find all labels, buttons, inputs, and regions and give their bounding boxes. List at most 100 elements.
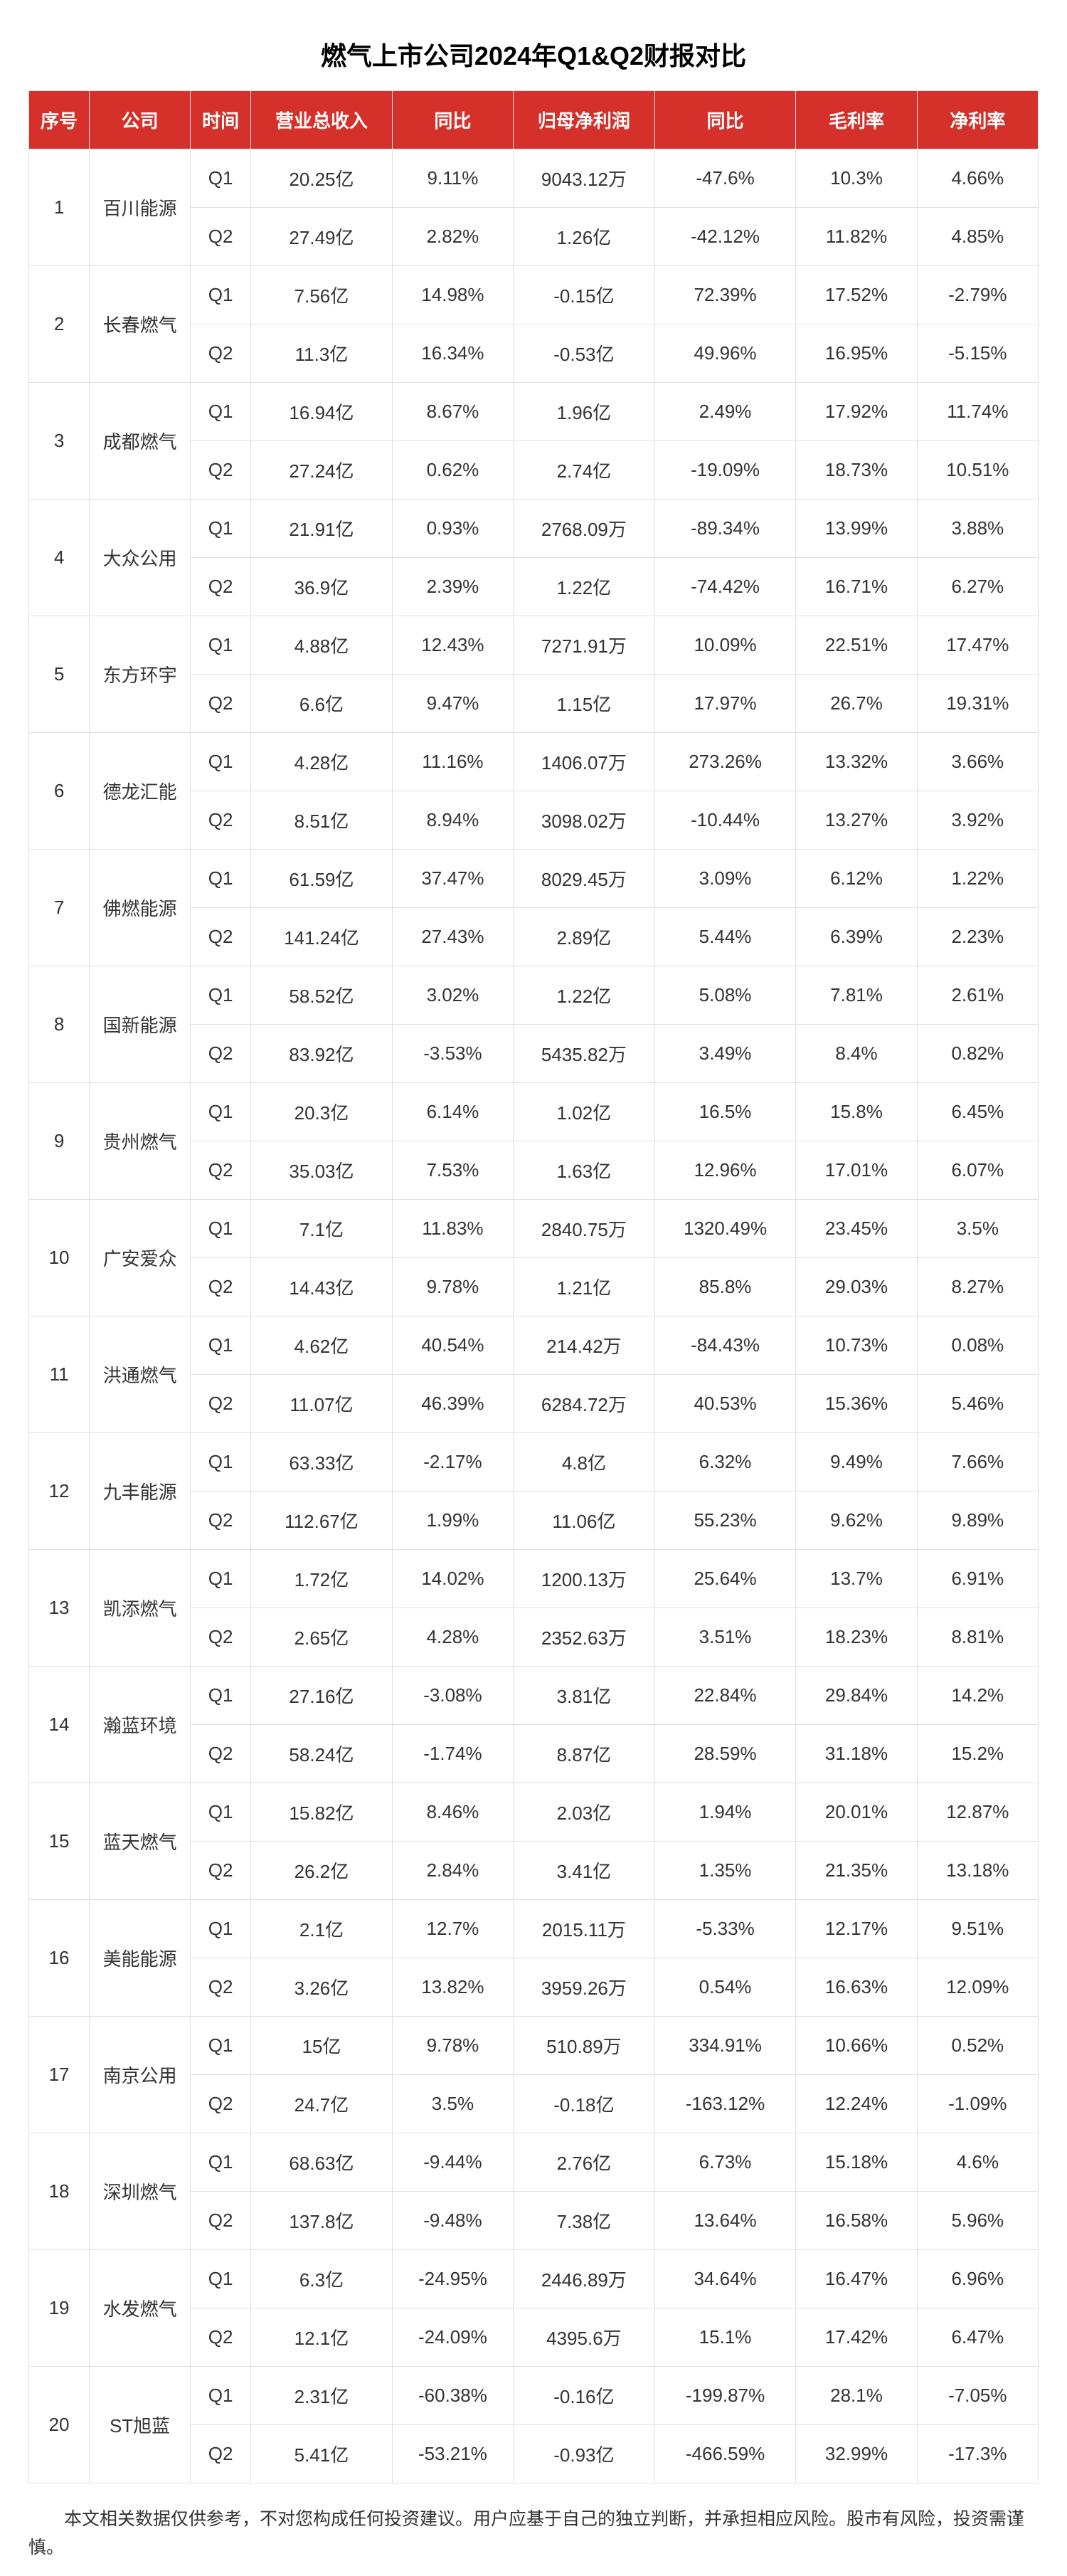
cell-gross: 13.99% [796, 500, 917, 558]
cell-net: 4.85% [917, 208, 1038, 266]
cell-gross: 9.62% [796, 1492, 917, 1550]
page-title: 燃气上市公司2024年Q1&Q2财报对比 [28, 36, 1039, 73]
cell-revenue-yoy: 13.82% [392, 1958, 513, 2017]
cell-revenue: 26.2亿 [251, 1842, 393, 1900]
table-row: 17南京公用Q115亿9.78%510.89万334.91%10.66%0.52… [29, 2017, 1039, 2075]
cell-gross: 16.58% [796, 2192, 917, 2250]
cell-revenue: 6.6亿 [251, 675, 393, 733]
header-gross: 毛利率 [796, 91, 917, 149]
cell-revenue-yoy: -9.44% [392, 2133, 513, 2192]
cell-profit-yoy: 6.73% [654, 2133, 796, 2192]
cell-net: 5.96% [917, 2192, 1038, 2250]
cell-gross: 31.18% [796, 1725, 917, 1783]
cell-profit: 3.41亿 [514, 1842, 655, 1900]
cell-period: Q2 [191, 675, 251, 733]
cell-net: -17.3% [917, 2425, 1038, 2483]
financial-table: 序号 公司 时间 营业总收入 同比 归母净利润 同比 毛利率 净利率 1百川能源… [28, 90, 1039, 2483]
cell-period: Q1 [191, 1083, 251, 1141]
cell-profit: 2840.75万 [514, 1200, 655, 1258]
cell-gross: 13.32% [796, 733, 917, 791]
cell-gross: 16.63% [796, 1958, 917, 2017]
cell-period: Q2 [191, 441, 251, 500]
header-profit: 归母净利润 [514, 91, 655, 149]
cell-period: Q1 [191, 2250, 251, 2308]
cell-gross: 12.24% [796, 2075, 917, 2133]
cell-company: ST旭蓝 [90, 2367, 191, 2483]
cell-profit-yoy: -47.6% [654, 149, 796, 208]
cell-profit: 3098.02万 [514, 791, 655, 850]
cell-revenue-yoy: 8.94% [392, 791, 513, 850]
cell-profit-yoy: 40.53% [654, 1375, 796, 1433]
cell-company: 瀚蓝环境 [90, 1667, 191, 1783]
cell-profit: -0.15亿 [514, 266, 655, 324]
cell-net: 6.47% [917, 2308, 1038, 2367]
cell-seq: 16 [29, 1900, 90, 2017]
cell-gross: 28.1% [796, 2367, 917, 2425]
cell-seq: 14 [29, 1667, 90, 1783]
cell-net: 6.27% [917, 558, 1038, 616]
cell-seq: 8 [29, 966, 90, 1083]
cell-revenue-yoy: -2.17% [392, 1433, 513, 1492]
cell-seq: 7 [29, 850, 90, 966]
cell-net: 12.09% [917, 1958, 1038, 2017]
cell-period: Q2 [191, 558, 251, 616]
cell-gross: 21.35% [796, 1842, 917, 1900]
cell-net: 6.45% [917, 1083, 1038, 1141]
cell-company: 深圳燃气 [90, 2133, 191, 2250]
cell-net: 11.74% [917, 383, 1038, 441]
cell-net: 6.91% [917, 1550, 1038, 1608]
cell-net: -5.15% [917, 324, 1038, 383]
cell-revenue-yoy: 11.83% [392, 1200, 513, 1258]
cell-revenue-yoy: 4.28% [392, 1608, 513, 1667]
cell-profit-yoy: -163.12% [654, 2075, 796, 2133]
cell-revenue-yoy: -9.48% [392, 2192, 513, 2250]
cell-gross: 26.7% [796, 675, 917, 733]
cell-net: 3.66% [917, 733, 1038, 791]
cell-net: 6.07% [917, 1141, 1038, 1200]
cell-profit: 4.8亿 [514, 1433, 655, 1492]
cell-period: Q2 [191, 791, 251, 850]
cell-net: 3.92% [917, 791, 1038, 850]
cell-profit-yoy: -89.34% [654, 500, 796, 558]
cell-profit-yoy: -42.12% [654, 208, 796, 266]
cell-gross: 15.36% [796, 1375, 917, 1433]
cell-net: 0.08% [917, 1316, 1038, 1375]
cell-company: 长春燃气 [90, 266, 191, 383]
cell-revenue: 83.92亿 [251, 1025, 393, 1083]
cell-revenue: 36.9亿 [251, 558, 393, 616]
cell-revenue-yoy: 7.53% [392, 1141, 513, 1200]
cell-profit-yoy: 12.96% [654, 1141, 796, 1200]
cell-revenue: 7.56亿 [251, 266, 393, 324]
cell-revenue-yoy: 0.62% [392, 441, 513, 500]
cell-period: Q2 [191, 208, 251, 266]
cell-net: 14.2% [917, 1667, 1038, 1725]
cell-revenue-yoy: 2.84% [392, 1842, 513, 1900]
table-row: 13凯添燃气Q11.72亿14.02%1200.13万25.64%13.7%6.… [29, 1550, 1039, 1608]
cell-net: -2.79% [917, 266, 1038, 324]
cell-seq: 11 [29, 1316, 90, 1433]
cell-profit-yoy: -5.33% [654, 1900, 796, 1958]
table-row: 16美能能源Q12.1亿12.7%2015.11万-5.33%12.17%9.5… [29, 1900, 1039, 1958]
cell-net: 7.66% [917, 1433, 1038, 1492]
cell-gross: 17.01% [796, 1141, 917, 1200]
cell-net: 15.2% [917, 1725, 1038, 1783]
cell-profit-yoy: -466.59% [654, 2425, 796, 2483]
cell-profit: 7.38亿 [514, 2192, 655, 2250]
cell-revenue-yoy: 12.43% [392, 616, 513, 675]
cell-revenue-yoy: -53.21% [392, 2425, 513, 2483]
cell-net: -7.05% [917, 2367, 1038, 2425]
cell-gross: 11.82% [796, 208, 917, 266]
cell-profit-yoy: 16.5% [654, 1083, 796, 1141]
cell-profit: 2446.89万 [514, 2250, 655, 2308]
cell-profit-yoy: 22.84% [654, 1667, 796, 1725]
cell-period: Q1 [191, 1316, 251, 1375]
cell-seq: 1 [29, 149, 90, 266]
cell-profit-yoy: 85.8% [654, 1258, 796, 1316]
cell-revenue: 137.8亿 [251, 2192, 393, 2250]
cell-profit: 1406.07万 [514, 733, 655, 791]
cell-company: 德龙汇能 [90, 733, 191, 850]
cell-profit: 2352.63万 [514, 1608, 655, 1667]
cell-profit-yoy: 49.96% [654, 324, 796, 383]
cell-gross: 16.95% [796, 324, 917, 383]
cell-gross: 23.45% [796, 1200, 917, 1258]
